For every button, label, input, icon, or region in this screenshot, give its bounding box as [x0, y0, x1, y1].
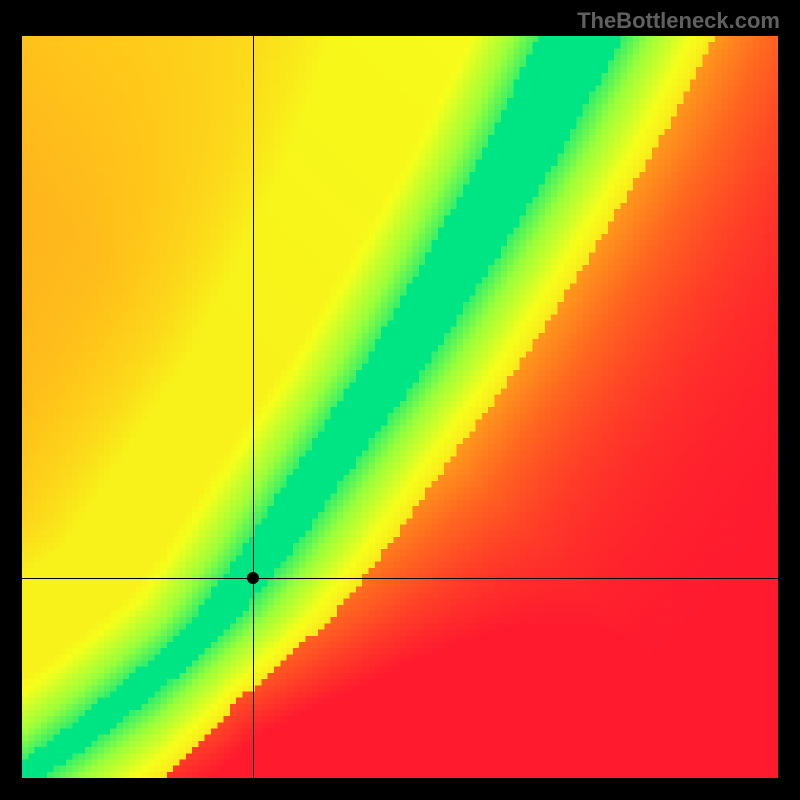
crosshair-marker[interactable]	[247, 572, 259, 584]
crosshair-horizontal	[22, 578, 778, 579]
heatmap-canvas	[22, 36, 778, 778]
crosshair-vertical	[253, 36, 254, 778]
plot-area	[22, 36, 778, 778]
watermark-text: TheBottleneck.com	[577, 8, 780, 34]
